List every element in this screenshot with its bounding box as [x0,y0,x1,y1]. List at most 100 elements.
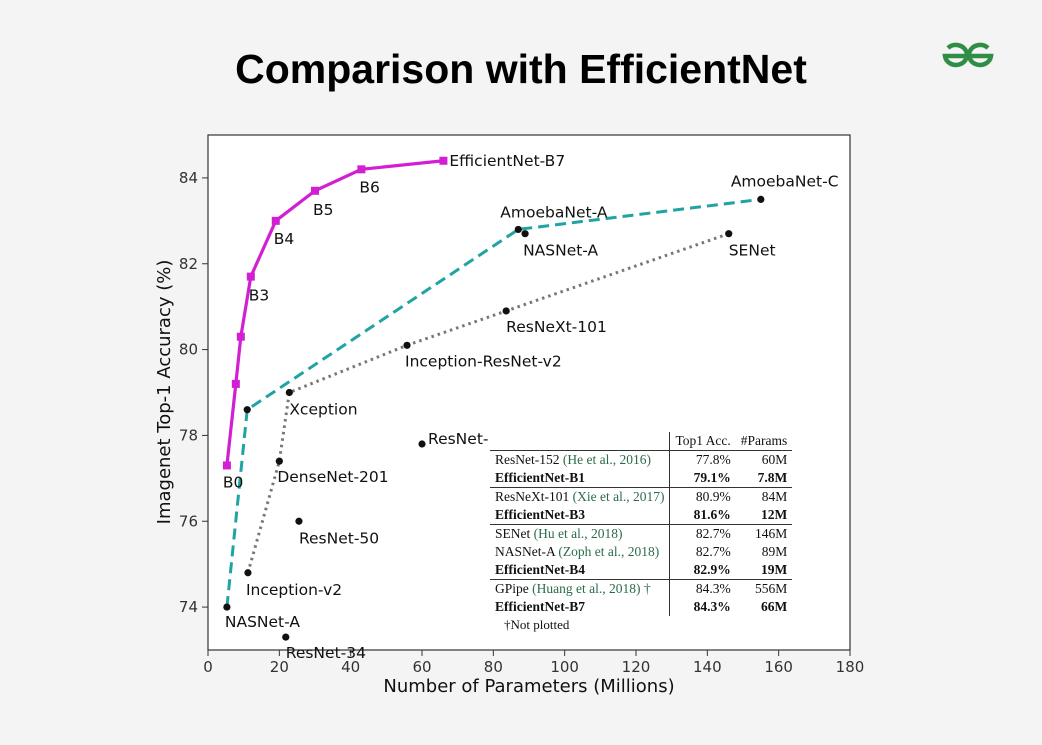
data-point [246,272,255,281]
data-point [282,633,290,641]
page-title: Comparison with EfficientNet [235,46,807,92]
table-row: EfficientNet-B3 81.6% 12M [490,506,792,525]
table-cell-citation: (Xie et al., 2017) [572,489,665,504]
point-label: Inception-v2 [246,581,342,599]
table-cell-acc: 77.8% [695,452,731,467]
table-cell-model: NASNet-A (Zoph et al., 2018) [490,543,671,561]
table-cell-params: 146M [735,524,793,543]
y-tick-label: 76 [179,512,198,530]
brand-logo: GG [942,42,994,68]
point-label: NASNet-A [523,242,598,260]
y-tick-label: 82 [179,255,198,273]
table-row: NASNet-A (Zoph et al., 2018) 82.7% 89M [490,543,792,561]
table-cell-model: GPipe (Huang et al., 2018) † [490,579,671,598]
table-cell-model: ResNeXt-101 (Xie et al., 2017) [490,487,671,506]
table-cell-params: 556M [735,579,793,598]
point-label: ResNet-34 [286,644,366,662]
point-label: AmoebaNet-C [731,172,839,190]
table-cell-acc: 82.7% [669,524,736,543]
x-tick-label: 160 [764,658,793,676]
data-point [231,379,240,388]
table-cell-acc: 81.6% [693,507,731,522]
table-cell-model: EfficientNet-B4 [490,561,671,580]
data-point [222,461,231,470]
table-row: EfficientNet-B4 82.9% 19M [490,561,792,580]
table-row: EfficientNet-B7 84.3% 66M [490,598,792,616]
x-tick-label: 0 [203,658,213,676]
series-layer [222,156,765,641]
table-cell-citation: (Huang et al., 2018) † [532,581,651,596]
table-cell-acc: 82.7% [695,544,731,559]
data-point [285,388,293,397]
data-point [403,341,411,349]
x-axis-label: Number of Parameters (Millions) [383,676,674,697]
y-axis-label: Imagenet Top-1 Accuracy (%) [154,260,175,525]
table-row: ResNet-152 (He et al., 2016) 77.8% 60M [490,450,792,469]
point-label: Inception-ResNet-v2 [405,352,562,370]
data-point [243,406,251,414]
x-tick-label: 60 [412,658,431,676]
table-row: ResNeXt-101 (Xie et al., 2017) 80.9% 84M [490,487,793,506]
labels-layer: B0 B3 B4 B5 B6 EfficientNet-B7 NASNet-A AmoebaN… [223,152,839,662]
table-footnote-row: †Not plotted [490,616,792,634]
y-tick-label: 80 [179,341,198,359]
x-tick-label: 80 [484,658,503,676]
table-cell-params: 19M [761,562,788,577]
table-cell-params: 60M [761,452,788,467]
table-cell-acc: 79.1% [693,470,731,485]
data-point [244,569,252,577]
x-tick-label: 180 [836,658,865,676]
table-cell-model: SENet (Hu et al., 2018) [490,524,671,543]
table-cell-acc: 84.3% [669,579,736,598]
table-row: SENet (Hu et al., 2018) 82.7% 146M [490,524,793,543]
data-point [295,517,303,525]
point-label: B0 [223,473,244,491]
point-label: NASNet-A [225,613,300,631]
point-label: ResNeXt-101 [506,318,607,336]
series-line-2 [246,232,730,574]
table-cell-acc: 84.3% [693,599,731,614]
table-cell-params: 84M [735,487,793,506]
series-line-1 [225,197,762,608]
point-label: DenseNet-201 [277,468,388,486]
table-header-acc: Top1 Acc. [669,432,736,451]
table-header-model [490,432,671,451]
x-tick-label: 20 [270,658,289,676]
data-point [757,195,765,203]
table-cell-params: 12M [761,507,788,522]
table-cell-params: 7.8M [757,470,788,485]
table-cell-citation: (He et al., 2016) [562,452,651,467]
point-label: SENet [729,242,776,260]
y-tick-label: 78 [179,426,198,444]
y-tick-label: 74 [179,598,198,616]
table-row: EfficientNet-B1 79.1% 7.8M [490,469,792,488]
table-cell-acc: 80.9% [669,487,736,506]
point-label: ResNet-50 [299,529,379,547]
point-label: AmoebaNet-A [500,203,608,221]
comparison-table: Top1 Acc. #Params ResNet-152 (He et al.,… [490,432,793,634]
series-line-0 [225,159,444,466]
ticks-layer: 0 20 40 60 80 100 120 140 160 180 74 76 78 80 82 84 [179,169,864,676]
table-header-params: #Params [735,432,793,451]
point-label: EfficientNet-B7 [449,152,565,170]
table-cell-params: 66M [761,599,788,614]
table-row: GPipe (Huang et al., 2018) † 84.3% 556M [490,579,793,598]
point-label: B6 [359,178,380,196]
data-point [514,225,522,234]
data-point [502,307,510,315]
data-point [236,332,245,341]
data-point [439,156,448,165]
point-label: Xception [289,401,357,419]
point-label: B4 [274,230,295,248]
point-label: B3 [249,287,269,305]
data-point [357,165,366,174]
data-point [271,216,280,225]
table-cell-model: EfficientNet-B3 [490,506,671,525]
table-cell-model: ResNet-152 (He et al., 2016) [490,450,671,469]
table-cell-params: 89M [761,544,788,559]
x-tick-label: 100 [550,658,579,676]
table-cell-model: EfficientNet-B1 [490,469,671,488]
table-cell-acc: 82.9% [693,562,731,577]
table-cell-citation: (Hu et al., 2018) [533,526,623,541]
table-footnote: †Not plotted [504,617,570,632]
